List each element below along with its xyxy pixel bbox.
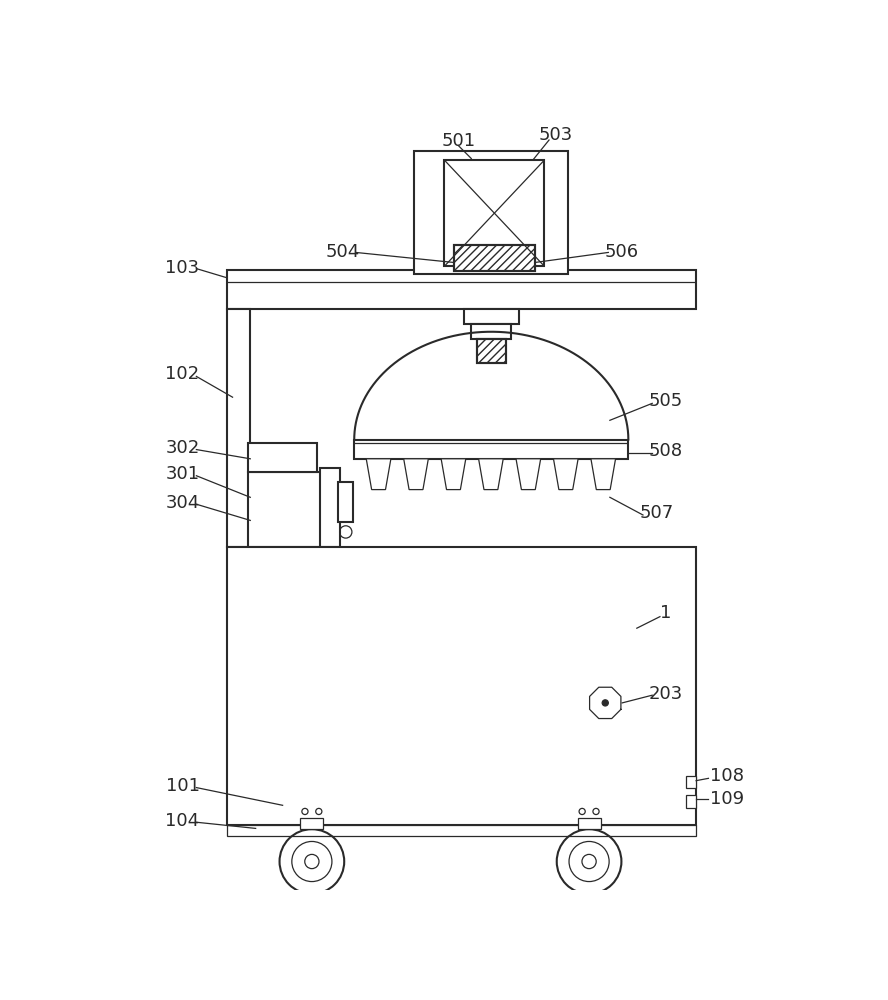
Bar (354, 440, 628, 459)
Bar (300, 818, 323, 829)
Bar (320, 468, 340, 547)
Bar (454, 245, 535, 271)
Bar (686, 776, 696, 788)
Polygon shape (591, 459, 615, 490)
Text: 504: 504 (326, 243, 360, 261)
Polygon shape (441, 459, 466, 490)
Bar (227, 309, 250, 547)
Text: 304: 304 (165, 494, 200, 512)
Text: 301: 301 (165, 465, 200, 483)
Text: 506: 506 (605, 243, 638, 261)
Text: 104: 104 (165, 812, 200, 830)
Text: 101: 101 (165, 777, 200, 795)
Text: 503: 503 (539, 126, 573, 144)
Bar (454, 245, 535, 271)
Bar (248, 443, 317, 472)
Bar (477, 339, 506, 363)
Circle shape (602, 700, 608, 706)
Bar (577, 818, 600, 829)
Bar (227, 547, 696, 825)
Bar (338, 482, 353, 522)
Text: 103: 103 (165, 259, 200, 277)
Text: 1: 1 (661, 604, 671, 622)
Bar (248, 472, 337, 547)
Bar (472, 324, 511, 339)
Text: 109: 109 (710, 790, 744, 808)
Polygon shape (553, 459, 578, 490)
Text: 508: 508 (649, 442, 683, 460)
Polygon shape (366, 459, 391, 490)
Text: 501: 501 (441, 132, 475, 150)
Polygon shape (404, 459, 428, 490)
Bar (686, 795, 696, 808)
Polygon shape (479, 459, 503, 490)
Text: 507: 507 (639, 504, 674, 522)
Text: 108: 108 (710, 767, 744, 785)
Bar (227, 825, 696, 836)
Bar (414, 151, 567, 274)
Polygon shape (516, 459, 541, 490)
Text: 102: 102 (165, 365, 200, 383)
Bar (227, 270, 696, 309)
Text: 302: 302 (165, 439, 200, 457)
Text: 505: 505 (649, 392, 683, 410)
Bar (477, 339, 506, 363)
Bar (444, 160, 544, 266)
Text: 203: 203 (649, 685, 683, 703)
Bar (464, 309, 519, 324)
